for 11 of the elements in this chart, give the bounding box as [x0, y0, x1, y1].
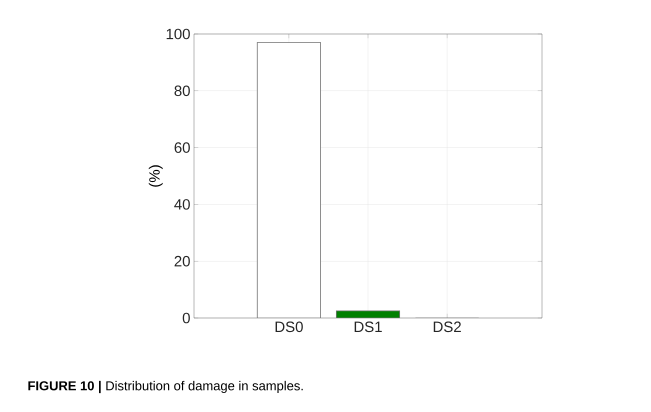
y-tick-label: 0	[182, 312, 190, 324]
x-tick-label: DS2	[434, 322, 461, 332]
text: FIGURE 10 | Distribution of damage in samples.	[28, 380, 303, 394]
y-tick-label: 40	[174, 199, 190, 210]
y-tick-label: 60	[174, 142, 190, 153]
y-tick-label: 20	[174, 256, 190, 266]
y-tick-label: 100	[166, 28, 190, 40]
y-tick-label: 80	[174, 86, 190, 96]
x-tick-label: DS0	[276, 322, 303, 332]
x-tick-label: DS1	[354, 322, 382, 332]
y-axis-title: (%)	[148, 165, 163, 187]
